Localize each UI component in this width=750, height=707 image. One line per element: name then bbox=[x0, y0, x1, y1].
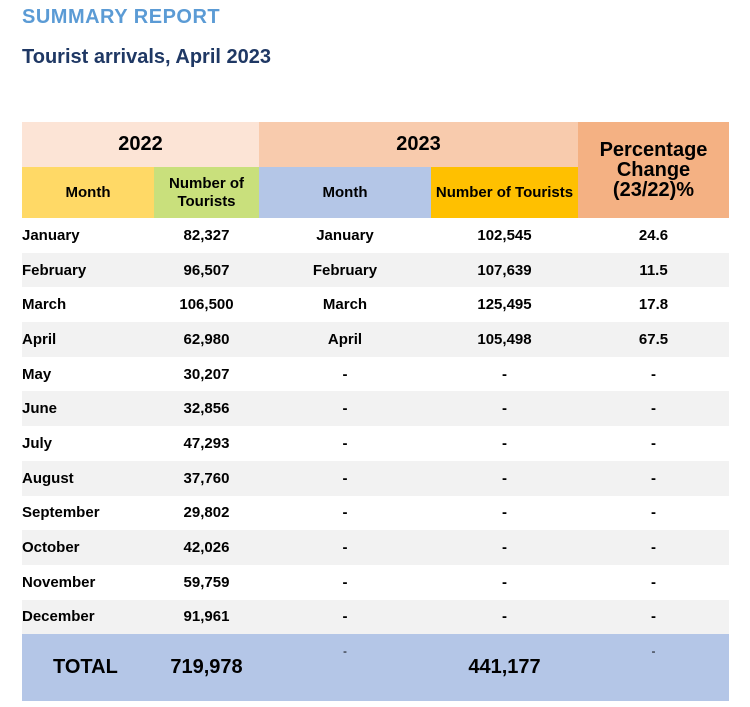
month-2023-cell: January bbox=[316, 226, 374, 244]
month-2023-cell: - bbox=[342, 365, 348, 383]
tourists-2022-cell: 47,293 bbox=[183, 434, 230, 452]
percentage-change-cell: - bbox=[578, 530, 729, 565]
tourists-2023-cell: - bbox=[431, 391, 578, 427]
month-2022-header: Month bbox=[22, 167, 154, 218]
table-row: April 62,980 April 105,498 67.5 bbox=[22, 322, 729, 357]
month-2023-cell: - bbox=[259, 599, 431, 635]
percentage-change-cell: - bbox=[651, 573, 656, 591]
table-row: June 32,856- - - bbox=[22, 391, 729, 427]
month-2022-cell: April bbox=[22, 322, 154, 357]
percentage-change-cell: - bbox=[578, 460, 729, 496]
number-2023-header: Number of Tourists bbox=[431, 167, 578, 218]
month-2023-cell: - bbox=[259, 391, 431, 427]
month-2022-cell: December bbox=[22, 599, 154, 635]
percentage-change-cell: - bbox=[578, 599, 729, 635]
table-row: February 96,507 February 107,639 11.5 bbox=[22, 252, 729, 288]
percentage-change-cell: - bbox=[651, 365, 656, 383]
tourists-2022-cell: 42,026 bbox=[154, 530, 259, 565]
report-label: SUMMARY REPORT bbox=[22, 6, 221, 28]
tourists-2022-cell: 32,856 bbox=[154, 391, 259, 427]
tourists-2022-cell: 91,961 bbox=[154, 599, 259, 635]
month-2023-header: Month bbox=[259, 167, 431, 218]
table-row: September 29,802 - - - bbox=[22, 496, 729, 531]
tourists-2023-cell: - bbox=[502, 365, 507, 383]
month-2022-cell: September bbox=[22, 504, 100, 522]
total-2023-month-cell: - bbox=[259, 634, 431, 702]
tourists-2023-cell: 102,545 bbox=[477, 226, 532, 244]
year-2023-header: 2023 bbox=[259, 122, 578, 167]
tourists-2023-cell: 125,495 bbox=[477, 296, 532, 314]
tourists-2022-cell: 82,327 bbox=[183, 226, 230, 244]
total-2022-value: 719,978 bbox=[154, 634, 259, 702]
table-row: July 47,293 - - - bbox=[22, 426, 729, 461]
table-row: December 91,961- - - bbox=[22, 599, 729, 635]
month-2022-cell: July bbox=[22, 434, 53, 452]
tourist-arrivals-table: 2022 2023 Percentage Change (23/22)% Mon… bbox=[22, 122, 729, 702]
month-2022-cell: November bbox=[22, 573, 96, 591]
tourists-2023-cell: 107,639 bbox=[431, 252, 578, 288]
month-2023-cell: - bbox=[342, 573, 348, 591]
percentage-change-cell: 67.5 bbox=[578, 322, 729, 357]
table-row: August 37,760- - - bbox=[22, 460, 729, 496]
tourists-2023-cell: - bbox=[502, 504, 507, 522]
tourists-2022-cell: 96,507 bbox=[154, 252, 259, 288]
month-2022-cell: February bbox=[22, 252, 154, 288]
percentage-change-cell: 11.5 bbox=[578, 252, 729, 288]
percentage-change-cell: 24.6 bbox=[638, 226, 669, 244]
month-2023-cell: - bbox=[259, 460, 431, 496]
percentage-change-cell: 17.8 bbox=[638, 296, 669, 314]
month-2022-cell: May bbox=[22, 365, 52, 383]
month-2023-cell: April bbox=[259, 322, 431, 357]
tourists-2022-cell: 106,500 bbox=[179, 296, 234, 314]
table-row: October 42,026- - - bbox=[22, 530, 729, 565]
table-row: November 59,759 - - - bbox=[22, 565, 729, 600]
month-2023-cell: February bbox=[259, 252, 431, 288]
month-2022-cell: March bbox=[22, 296, 67, 314]
tourists-2023-cell: 105,498 bbox=[431, 322, 578, 357]
tourists-2022-cell: 30,207 bbox=[183, 365, 230, 383]
table-row: March 106,500 March 125,495 17.8 bbox=[22, 287, 729, 322]
number-2022-header: Number of Tourists bbox=[154, 167, 259, 218]
month-2023-cell: - bbox=[342, 504, 348, 522]
year-2022-header: 2022 bbox=[22, 122, 259, 167]
month-2022-cell: August bbox=[22, 460, 154, 496]
percentage-change-cell: - bbox=[578, 391, 729, 427]
tourists-2022-cell: 59,759 bbox=[183, 573, 230, 591]
total-pct-cell: - bbox=[578, 634, 729, 702]
tourists-2023-cell: - bbox=[502, 434, 507, 452]
tourists-2022-cell: 37,760 bbox=[154, 460, 259, 496]
percentage-change-header: Percentage Change (23/22)% bbox=[578, 122, 729, 218]
tourists-2022-cell: 62,980 bbox=[154, 322, 259, 357]
report-title: Tourist arrivals, April 2023 bbox=[22, 46, 271, 68]
month-2022-cell: January bbox=[22, 226, 80, 244]
tourists-2023-cell: - bbox=[431, 530, 578, 565]
percentage-change-cell: - bbox=[651, 434, 656, 452]
total-label: TOTAL bbox=[22, 634, 154, 702]
month-2022-cell: October bbox=[22, 530, 154, 565]
tourists-2022-cell: 29,802 bbox=[183, 504, 230, 522]
tourists-2023-cell: - bbox=[502, 573, 507, 591]
table-row: May 30,207 - - - bbox=[22, 357, 729, 392]
total-2023-value: 441,177 bbox=[431, 634, 578, 702]
tourists-2023-cell: - bbox=[431, 599, 578, 635]
month-2023-cell: March bbox=[322, 296, 368, 314]
month-2022-cell: June bbox=[22, 391, 154, 427]
table-row: January 82,327 January 102,545 24.6 bbox=[22, 218, 729, 253]
month-2023-cell: - bbox=[259, 530, 431, 565]
month-2023-cell: - bbox=[342, 434, 348, 452]
table-body: January 82,327 January 102,545 24.6 February 9… bbox=[22, 218, 729, 635]
tourists-2023-cell: - bbox=[431, 460, 578, 496]
percentage-change-cell: - bbox=[651, 504, 656, 522]
total-row: TOTAL 719,978 - 441,177 - bbox=[22, 634, 729, 702]
